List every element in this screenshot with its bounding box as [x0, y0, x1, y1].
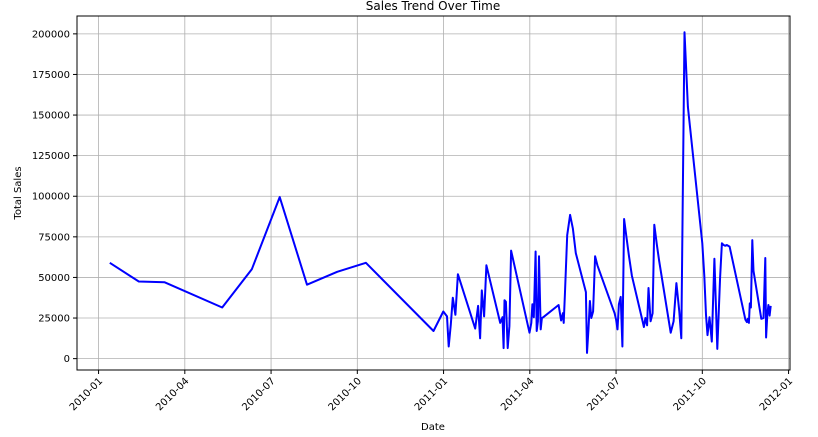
- y-tick-label: 0: [64, 354, 70, 365]
- y-tick-label: 175000: [32, 70, 70, 81]
- y-tick-label: 50000: [38, 273, 70, 284]
- y-tick-label: 150000: [32, 111, 70, 122]
- chart-title: Sales Trend Over Time: [366, 0, 500, 13]
- y-axis: 0 25000 50000 75000 100000 125000 150000 175000…: [32, 29, 77, 365]
- grid: [77, 16, 790, 370]
- series-group: [109, 31, 772, 354]
- y-tick-label: 25000: [38, 314, 70, 325]
- x-axis-title: Date: [421, 422, 445, 433]
- y-tick-label: 75000: [38, 232, 70, 243]
- y-tick-label: 125000: [32, 151, 70, 162]
- sales-line: [109, 31, 772, 354]
- y-axis-title: Total Sales: [13, 166, 24, 220]
- plot-frame: [76, 15, 791, 371]
- y-tick-label: 100000: [32, 192, 70, 203]
- y-tick-label: 200000: [32, 29, 70, 40]
